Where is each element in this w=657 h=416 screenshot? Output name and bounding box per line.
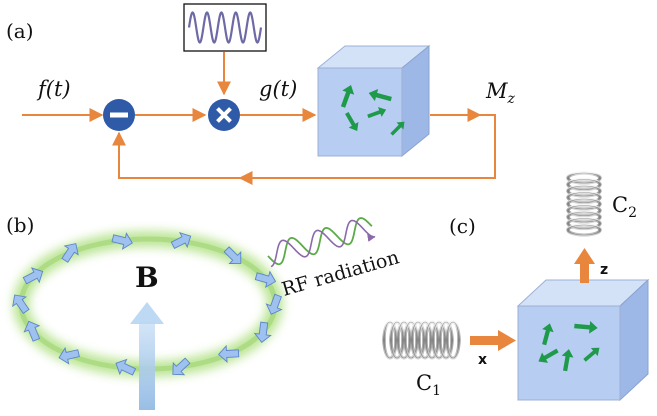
z-axis-label: z (600, 262, 608, 278)
x-axis-label: x (478, 352, 487, 368)
coil-c2 (566, 171, 602, 237)
mixed-signal-label: g(t) (259, 77, 297, 101)
sample-cube-c (516, 278, 650, 402)
rf-wave-purple (270, 219, 376, 268)
z-axis-arrow (574, 248, 595, 283)
multiply-operator (208, 99, 240, 131)
field-label: B (135, 261, 159, 294)
subtract-operator (103, 99, 135, 131)
oscillator-box (183, 3, 267, 52)
panel-c-label: (c) (449, 214, 476, 238)
rf-wave-green (267, 217, 373, 266)
coil-c2-label: C2 (612, 193, 637, 221)
coil-c1 (382, 320, 461, 360)
magnetic-field-arrow (130, 302, 164, 410)
input-signal-label: f(t) (36, 77, 71, 101)
oscillator-wave (187, 11, 263, 44)
panel-a-label: (a) (6, 19, 34, 43)
rf-radiation-label: RF radiation (279, 246, 401, 300)
feedback-loop (112, 114, 496, 179)
rf-wave (267, 217, 376, 268)
sample-cube-a (316, 44, 431, 158)
coil-c1-label: C1 (416, 371, 441, 399)
panel-b-label: (b) (6, 213, 34, 237)
x-axis-arrow (470, 330, 516, 351)
output-label: Mz (485, 79, 516, 107)
